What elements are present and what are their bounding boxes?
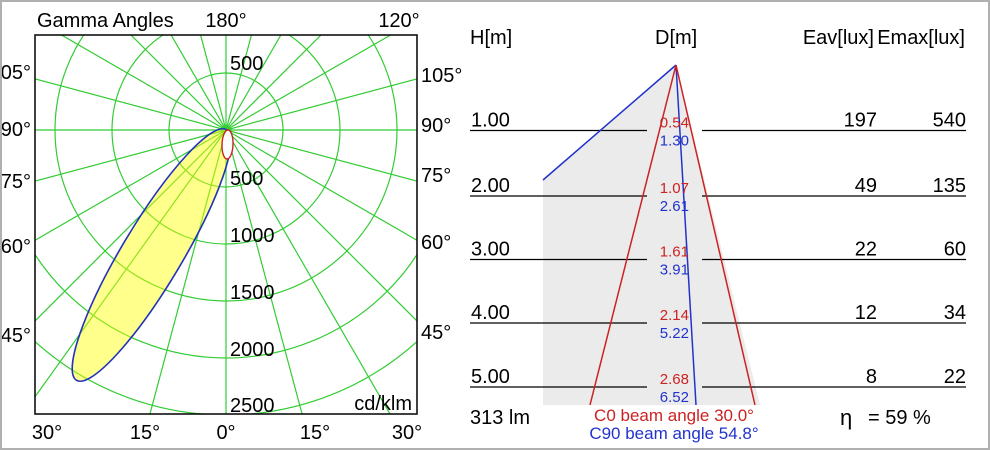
table-row-rules	[470, 129, 966, 388]
row-eav: 197	[844, 110, 877, 132]
c90-beam-line	[542, 64, 697, 406]
ring-label-1000: 1000	[230, 225, 275, 247]
polar-ring-1000	[111, 35, 341, 245]
angle-label-left-105: 105°	[2, 62, 31, 84]
angle-label-bottom-0: 0°	[216, 422, 235, 444]
c0-beam-lobe	[221, 129, 234, 160]
polar-ring-1500	[54, 35, 398, 302]
row-d-c0: 1.07	[660, 180, 689, 197]
c0-beam-line	[589, 64, 756, 406]
cone-diagram: H[m] D[m] Eav[lux] Emax[lux] 1.00 0.54 1…	[470, 27, 966, 443]
angle-label-right-105: 105°	[421, 65, 462, 87]
polar-grid	[35, 35, 417, 414]
eta-symbol: η	[840, 405, 852, 430]
table-row: 5.00 2.68 6.52 8 22	[471, 366, 966, 406]
table-row: 1.00 0.54 1.30 197 540	[471, 110, 966, 150]
polar-plot-border	[34, 34, 418, 415]
angle-label-right-90: 90°	[421, 115, 451, 137]
row-emax: 135	[933, 175, 966, 197]
ring-label-2500: 2500	[230, 395, 275, 417]
row-emax: 60	[944, 239, 966, 261]
header-emax: Emax[lux]	[877, 27, 965, 49]
angle-label-top-180: 180°	[205, 10, 246, 32]
light-cone-shade	[543, 65, 760, 405]
c0-beam-angle-label: C0 beam angle 30.0°	[594, 406, 754, 425]
header-diameter: D[m]	[655, 27, 697, 49]
row-height: 3.00	[471, 239, 510, 261]
ring-label-2000: 2000	[230, 339, 275, 361]
angle-label-bottom-30l: 30°	[32, 422, 62, 444]
row-d-c90: 3.91	[660, 262, 689, 279]
row-d-c90: 1.30	[660, 133, 689, 150]
row-d-c0: 2.68	[660, 371, 689, 388]
row-height: 2.00	[471, 175, 510, 197]
header-height: H[m]	[470, 27, 512, 49]
polar-ring-2000	[35, 253, 417, 359]
row-height: 1.00	[471, 110, 510, 132]
angle-label-right-75: 75°	[421, 165, 451, 187]
row-d-c90: 5.22	[660, 325, 689, 342]
row-d-c0: 0.54	[660, 115, 689, 132]
angle-label-bottom-15r: 15°	[300, 422, 330, 444]
row-height: 4.00	[471, 302, 510, 324]
row-eav: 49	[855, 175, 877, 197]
ring-label-500: 500	[230, 168, 263, 190]
angle-label-left-75: 75°	[2, 171, 31, 193]
row-emax: 22	[944, 366, 966, 388]
polar-ring-500	[168, 72, 284, 188]
polar-unit-label: cd/klm	[354, 393, 412, 415]
row-d-c0: 1.61	[660, 244, 689, 261]
polar-grid-rays	[35, 35, 417, 414]
table-row: 3.00 1.61 3.91 22 60	[471, 239, 966, 279]
row-emax: 34	[944, 302, 966, 324]
eta-value: = 59 %	[868, 407, 931, 429]
row-emax: 540	[933, 110, 966, 132]
row-d-c90: 6.52	[660, 389, 689, 406]
angle-label-left-60: 60°	[2, 236, 31, 258]
angle-label-left-45: 45°	[2, 325, 31, 347]
row-height: 5.00	[471, 366, 510, 388]
angle-label-bottom-15l: 15°	[130, 422, 160, 444]
row-d-c90: 2.61	[660, 198, 689, 215]
angle-label-right-60: 60°	[421, 232, 451, 254]
header-eav: Eav[lux]	[803, 27, 874, 49]
c90-beam-angle-label: C90 beam angle 54.8°	[589, 424, 758, 443]
angle-label-left-90: 90°	[2, 119, 31, 141]
ring-label-500-top: 500	[230, 53, 263, 75]
angle-label-top-120: 120°	[378, 10, 419, 32]
table-row: 4.00 2.14 5.22 12 34	[471, 302, 966, 342]
polar-diagram: Gamma Angles cd/klm 180° 120° 105° 90° 7…	[2, 10, 462, 444]
ring-label-1500: 1500	[230, 282, 275, 304]
row-d-c0: 2.14	[660, 307, 689, 324]
angle-label-right-45: 45°	[421, 322, 451, 344]
row-eav: 8	[866, 366, 877, 388]
row-eav: 12	[855, 302, 877, 324]
angle-label-bottom-30r: 30°	[392, 422, 422, 444]
row-eav: 22	[855, 239, 877, 261]
polar-title: Gamma Angles	[37, 10, 174, 32]
luminous-flux-label: 313 lm	[470, 407, 530, 429]
c90-beam-lobe	[71, 127, 232, 383]
table-row: 2.00 1.07 2.61 49 135	[471, 175, 966, 215]
